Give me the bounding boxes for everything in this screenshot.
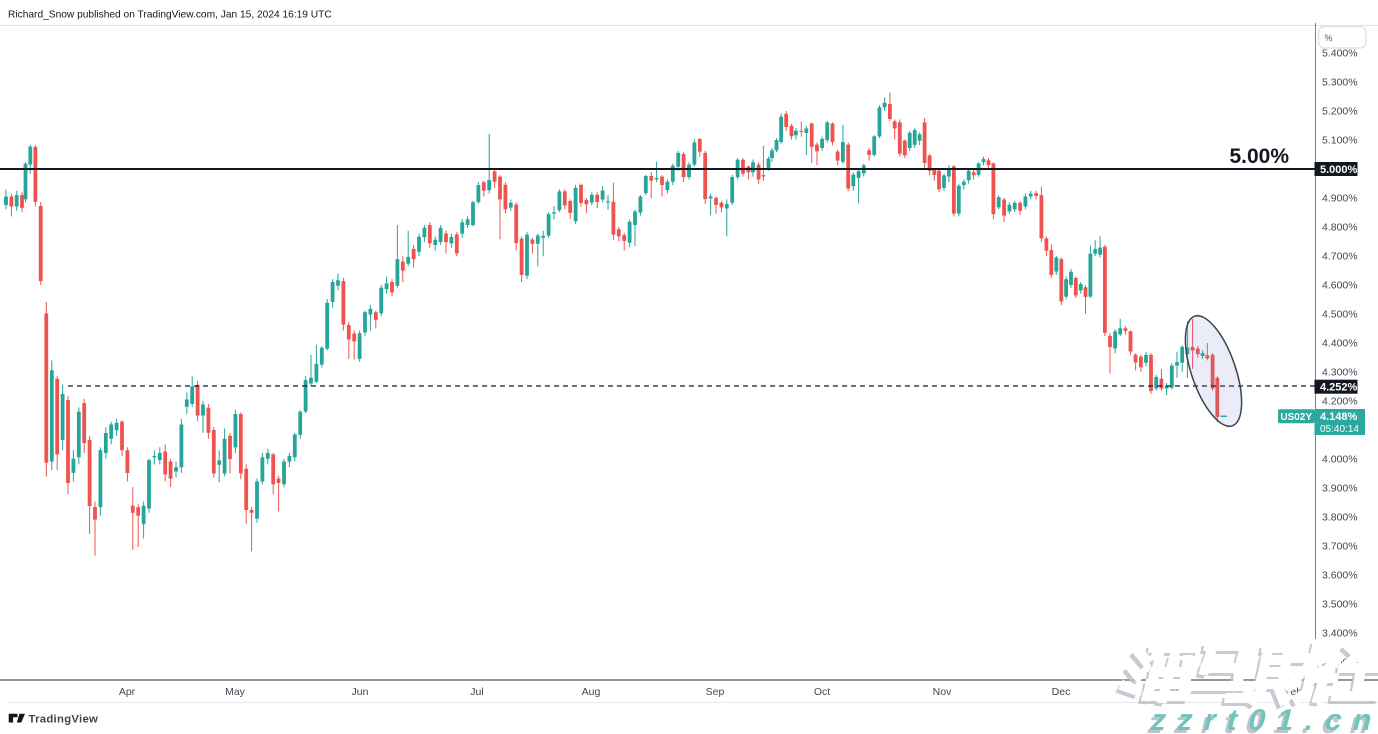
svg-text:3.600%: 3.600% <box>1322 570 1358 582</box>
svg-text:Oct: Oct <box>814 686 830 698</box>
svg-text:US02Y: US02Y <box>1280 412 1312 423</box>
svg-text:5.000%: 5.000% <box>1320 164 1358 176</box>
svg-text:Jul: Jul <box>470 686 483 698</box>
svg-text:5.200%: 5.200% <box>1322 106 1358 118</box>
svg-text:4.148%: 4.148% <box>1320 411 1358 423</box>
svg-text:4.600%: 4.600% <box>1322 280 1358 292</box>
svg-text:Dec: Dec <box>1052 686 1071 698</box>
svg-text:3.400%: 3.400% <box>1322 628 1358 640</box>
svg-text:5.100%: 5.100% <box>1322 135 1358 147</box>
svg-text:zzrt01.cn: zzrt01.cn <box>1147 703 1378 734</box>
svg-text:Sep: Sep <box>706 686 725 698</box>
svg-text:4.700%: 4.700% <box>1322 251 1358 263</box>
svg-text:3.700%: 3.700% <box>1322 541 1358 553</box>
svg-text:Aug: Aug <box>582 686 601 698</box>
svg-text:05:40:14: 05:40:14 <box>1320 424 1359 435</box>
svg-text:Richard_Snow published on Trad: Richard_Snow published on TradingView.co… <box>8 10 332 21</box>
svg-text:4.300%: 4.300% <box>1322 367 1358 379</box>
svg-text:Apr: Apr <box>119 686 136 698</box>
svg-text:Jun: Jun <box>352 686 369 698</box>
svg-text:4.800%: 4.800% <box>1322 222 1358 234</box>
svg-text:4.500%: 4.500% <box>1322 309 1358 321</box>
svg-text:4.000%: 4.000% <box>1322 454 1358 466</box>
svg-text:%: % <box>1325 33 1333 43</box>
svg-text:4.200%: 4.200% <box>1322 396 1358 408</box>
svg-text:3.800%: 3.800% <box>1322 512 1358 524</box>
svg-text:3.500%: 3.500% <box>1322 599 1358 611</box>
svg-text:May: May <box>225 686 246 698</box>
svg-text:5.00%: 5.00% <box>1229 145 1289 168</box>
svg-text:5.400%: 5.400% <box>1322 48 1358 60</box>
svg-text:Nov: Nov <box>933 686 952 698</box>
svg-text:3.900%: 3.900% <box>1322 483 1358 495</box>
svg-text:5.300%: 5.300% <box>1322 77 1358 89</box>
svg-text:zzrt01.cn: zzrt01.cn <box>1144 706 1378 734</box>
svg-text:4.252%: 4.252% <box>1320 382 1358 394</box>
svg-text:TradingView: TradingView <box>29 714 99 726</box>
svg-text:4.400%: 4.400% <box>1322 338 1358 350</box>
svg-text:4.900%: 4.900% <box>1322 193 1358 205</box>
